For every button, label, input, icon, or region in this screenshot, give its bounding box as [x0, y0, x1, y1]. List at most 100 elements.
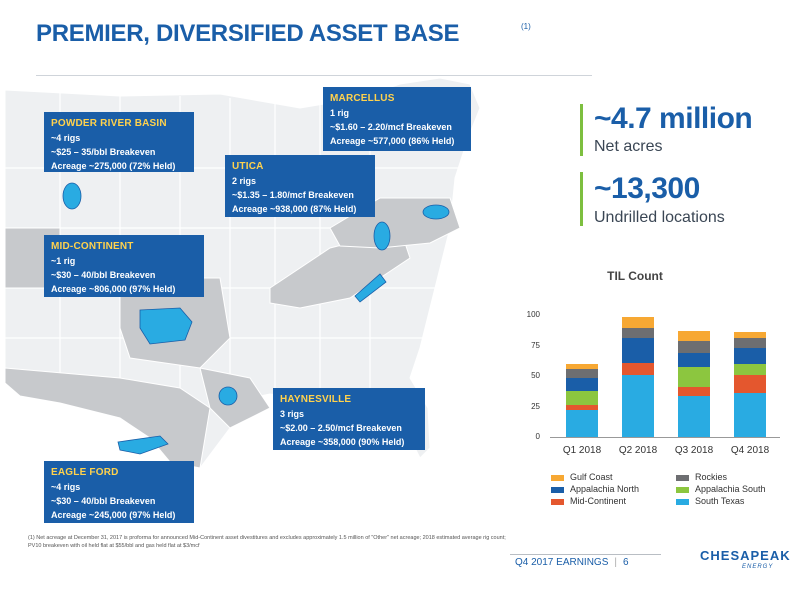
legend-swatch	[551, 486, 564, 493]
company-logo-sub: ENERGY	[742, 564, 774, 570]
callout-acreage: Acreage ~577,000 (86% Held)	[330, 136, 455, 146]
bar-segment-appalachia-north	[678, 352, 710, 368]
callout-title: HAYNESVILLE	[280, 394, 352, 405]
callout-acreage: Acreage ~806,000 (97% Held)	[51, 284, 176, 294]
legend-swatch	[676, 498, 689, 505]
legend-swatch	[676, 486, 689, 493]
legend-label: Rockies	[695, 472, 728, 482]
bar-segment-appalachia-north	[566, 378, 598, 391]
stat-accent-bar	[580, 172, 583, 226]
stat-locations-label: Undrilled locations	[594, 209, 725, 226]
legend-label: Gulf Coast	[570, 472, 613, 482]
callout-marcellus: MARCELLUS 1 rig ~$1.60 – 2.20/mcf Breake…	[323, 87, 471, 151]
bar-segment-south-texas	[566, 410, 598, 437]
y-tick-label: 75	[531, 340, 540, 350]
callout-title: EAGLE FORD	[51, 467, 119, 478]
title-footnote-ref: (1)	[521, 22, 531, 31]
page-title: PREMIER, DIVERSIFIED ASSET BASE	[36, 20, 460, 47]
legend-label: South Texas	[695, 496, 745, 506]
x-tick-label: Q1 2018	[562, 445, 602, 456]
bar-segment-gulf-coast	[734, 332, 766, 339]
callout-title: UTICA	[232, 161, 264, 172]
y-tick-label: 50	[531, 371, 540, 380]
bar-segment-appalachia-north	[734, 347, 766, 364]
bar-segment-south-texas	[622, 374, 654, 437]
callout-title: MARCELLUS	[330, 93, 395, 104]
footer-label: Q4 2017 EARNINGS	[515, 557, 609, 568]
bar-segment-rockies	[622, 328, 654, 339]
bar-segment-south-texas	[678, 395, 710, 437]
legend-swatch	[551, 474, 564, 481]
callout-breakeven: ~$2.00 – 2.50/mcf Breakeven	[280, 423, 402, 433]
stat-net-acres-label: Net acres	[594, 138, 663, 155]
stat-locations-value: ~13,300	[594, 172, 700, 205]
bar-segment-mid-continent	[678, 386, 710, 396]
chart-title: TIL Count	[607, 269, 663, 283]
bar-segment-appalachia-south	[734, 363, 766, 375]
x-tick-label: Q4 2018	[730, 445, 770, 456]
bar-segment-mid-continent	[566, 405, 598, 411]
legend-label: Appalachia South	[695, 484, 766, 494]
legend-label: Mid-Continent	[570, 496, 627, 506]
bar-segment-rockies	[734, 338, 766, 348]
callout-title: POWDER RIVER BASIN	[51, 118, 167, 129]
callout-haynesville: HAYNESVILLE 3 rigs ~$2.00 – 2.50/mcf Bre…	[273, 388, 425, 450]
callout-mid-continent: MID-CONTINENT ~1 rig ~$30 – 40/bbl Break…	[44, 235, 204, 297]
legend-item: Mid-Continent	[551, 496, 626, 506]
bar-segment-gulf-coast	[678, 330, 710, 341]
callout-breakeven: ~$25 – 35/bbl Breakeven	[51, 147, 156, 157]
legend-item: Rockies	[676, 472, 727, 482]
legend-item: Appalachia South	[676, 484, 766, 494]
bar-segment-appalachia-south	[566, 390, 598, 406]
callout-rigs: ~1 rig	[51, 256, 76, 266]
callout-rigs: ~4 rigs	[51, 482, 81, 492]
x-tick-label: Q2 2018	[618, 445, 658, 456]
legend-label: Appalachia North	[570, 484, 640, 494]
bar-segment-mid-continent	[734, 374, 766, 394]
bar-segment-gulf-coast	[622, 317, 654, 329]
bar-segment-south-texas	[734, 393, 766, 437]
callout-rigs: 1 rig	[330, 108, 350, 118]
footer: Q4 2017 EARNINGS | 6	[515, 557, 629, 568]
callout-rigs: ~4 rigs	[51, 133, 81, 143]
callout-rigs: 3 rigs	[280, 409, 305, 419]
page-number: 6	[622, 557, 629, 568]
stat-accent-bar	[580, 104, 583, 156]
title-divider	[36, 75, 592, 76]
bar-segment-rockies	[678, 340, 710, 353]
legend-item: Gulf Coast	[551, 472, 613, 482]
legend-swatch	[551, 498, 564, 505]
callout-acreage: Acreage ~275,000 (72% Held)	[51, 161, 176, 171]
callout-breakeven: ~$1.60 – 2.20/mcf Breakeven	[330, 122, 452, 132]
y-tick-label: 100	[526, 310, 540, 319]
company-logo: CHESAPEAKE	[700, 548, 791, 563]
callout-breakeven: ~$30 – 40/bbl Breakeven	[51, 270, 156, 280]
footer-separator: |	[614, 557, 617, 568]
callout-acreage: Acreage ~245,000 (97% Held)	[51, 510, 176, 520]
callout-utica: UTICA 2 rigs ~$1.35 – 1.80/mcf Breakeven…	[225, 155, 375, 217]
legend-item: South Texas	[676, 496, 744, 506]
footnote: (1) Net acreage at December 31, 2017 is …	[28, 535, 506, 549]
stat-net-acres-value: ~4.7 million	[594, 102, 753, 135]
callout-powder-river-basin: POWDER RIVER BASIN ~4 rigs ~$25 – 35/bbl…	[44, 112, 194, 172]
y-tick-label: 25	[531, 401, 540, 411]
callout-breakeven: ~$30 – 40/bbl Breakeven	[51, 496, 156, 506]
bar-segment-mid-continent	[622, 362, 654, 375]
callout-acreage: Acreage ~358,000 (90% Held)	[280, 437, 405, 447]
callout-breakeven: ~$1.35 – 1.80/mcf Breakeven	[232, 190, 354, 200]
footer-divider	[510, 554, 661, 555]
bar-segment-appalachia-north	[622, 338, 654, 363]
bar-segment-rockies	[566, 368, 598, 379]
bar-segment-appalachia-south	[678, 367, 710, 387]
callout-acreage: Acreage ~938,000 (87% Held)	[232, 204, 357, 214]
til-count-chart: TIL Count 0 25 50 75 100 Q1 2018 Q2 2018 Q3 201…	[510, 262, 790, 512]
callout-rigs: 2 rigs	[232, 176, 257, 186]
legend-swatch	[676, 474, 689, 481]
x-tick-label: Q3 2018	[674, 445, 714, 456]
callout-eagle-ford: EAGLE FORD ~4 rigs ~$30 – 40/bbl Breakev…	[44, 461, 194, 523]
bar-segment-gulf-coast	[566, 363, 598, 369]
legend-item: Appalachia North	[551, 484, 639, 494]
y-tick-label: 0	[535, 432, 540, 441]
x-axis-line	[550, 437, 780, 438]
callout-title: MID-CONTINENT	[51, 241, 134, 252]
